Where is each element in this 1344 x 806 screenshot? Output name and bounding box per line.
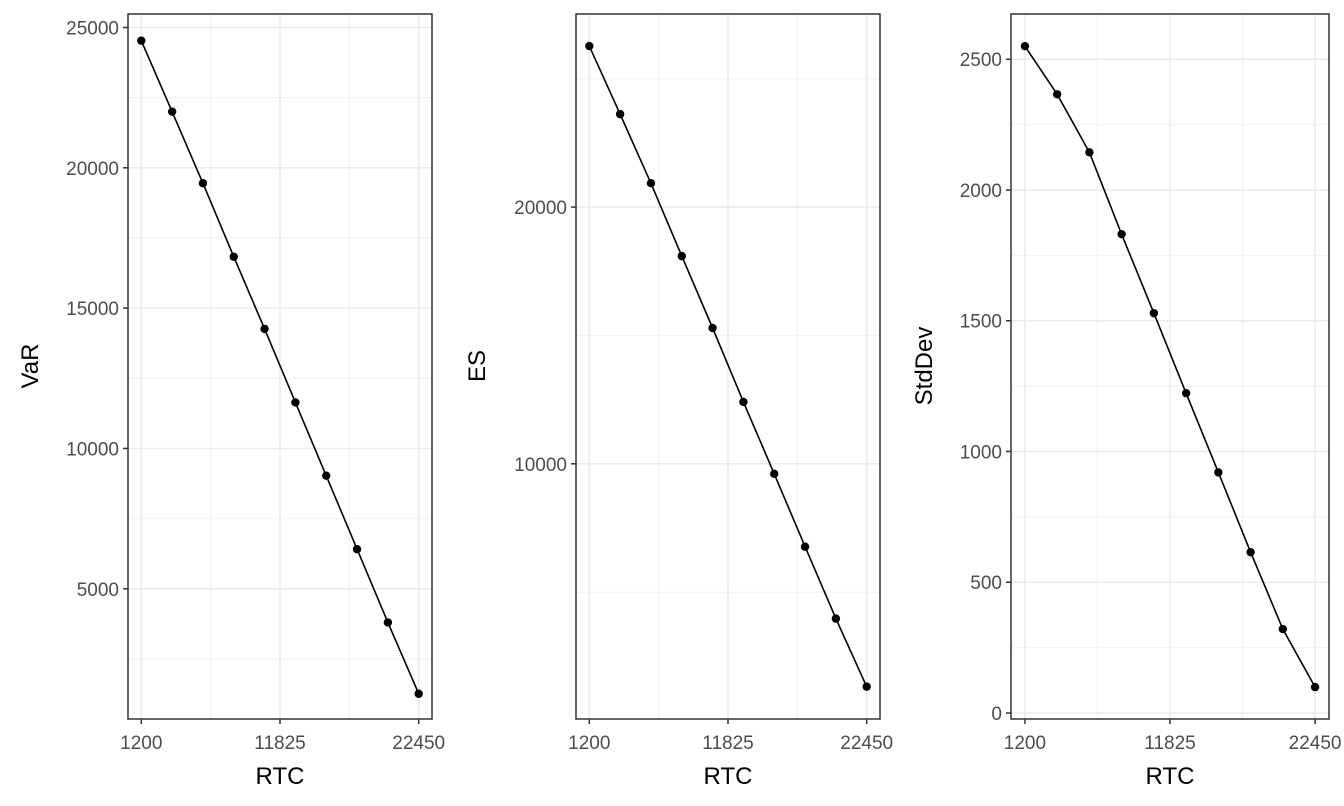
data-point — [137, 36, 146, 45]
data-point — [1246, 547, 1255, 557]
x-tick-label: 11825 — [254, 733, 305, 754]
x-tick-label: 1200 — [1004, 733, 1046, 754]
x-tick-label: 11825 — [702, 733, 753, 754]
data-point — [646, 178, 656, 188]
x-axis-title: RTC — [704, 763, 753, 790]
y-tick-label: 15000 — [66, 299, 119, 320]
y-axis-title: ES — [464, 350, 491, 382]
x-tick-label: 11825 — [1144, 733, 1195, 754]
y-tick-label: 2500 — [960, 50, 1002, 71]
data-point — [800, 542, 810, 551]
data-series — [137, 36, 423, 698]
x-axis-ticks: 1200 11825 22450 — [1004, 719, 1342, 754]
y-axis-title: StdDev — [911, 327, 938, 406]
data-point — [291, 398, 300, 407]
data-point — [167, 107, 177, 116]
data-point — [1181, 388, 1191, 398]
y-tick-label: 500 — [970, 573, 1002, 594]
y-axis-ticks: 5000 10000 15000 20000 25000 — [66, 18, 128, 601]
y-tick-label: 5000 — [77, 580, 119, 601]
grid-lines — [1011, 14, 1329, 719]
data-point — [229, 252, 238, 261]
data-series — [585, 41, 871, 691]
x-axis-ticks: 1200 11825 22450 — [120, 719, 445, 754]
y-tick-label: 25000 — [66, 18, 119, 39]
y-tick-label: 10000 — [66, 439, 119, 460]
y-tick-label: 2000 — [960, 181, 1002, 202]
data-point — [1052, 90, 1062, 99]
x-tick-label: 1200 — [120, 733, 162, 754]
y-axis-title: VaR — [17, 344, 44, 389]
data-point — [831, 614, 841, 623]
data-point — [585, 41, 594, 51]
data-series — [1020, 41, 1320, 692]
panel-es: 10000 20000 1200 11825 22450 RTC ES — [464, 13, 893, 790]
data-point — [1278, 624, 1288, 634]
data-point — [1020, 41, 1030, 51]
y-axis-ticks: 10000 20000 — [514, 198, 576, 476]
y-tick-label: 1500 — [960, 312, 1002, 333]
data-point — [1214, 468, 1223, 477]
data-point — [677, 251, 686, 261]
series-line — [140, 40, 420, 695]
data-point — [383, 618, 393, 627]
x-axis-title: RTC — [256, 763, 305, 790]
data-point — [260, 324, 269, 334]
data-point — [770, 469, 779, 479]
y-tick-label: 0 — [991, 704, 1002, 725]
x-tick-label: 22450 — [392, 733, 445, 754]
x-tick-label: 22450 — [840, 733, 893, 754]
data-point — [1085, 148, 1094, 157]
data-point — [1310, 682, 1320, 692]
y-tick-label: 20000 — [66, 159, 119, 180]
data-point — [739, 397, 748, 407]
x-axis-ticks: 1200 11825 22450 — [568, 719, 893, 754]
y-tick-label: 10000 — [514, 455, 567, 476]
data-point — [322, 471, 331, 480]
data-point — [1117, 229, 1126, 239]
x-tick-label: 22450 — [1289, 733, 1342, 754]
data-point — [1149, 308, 1159, 318]
data-point — [708, 323, 717, 333]
data-point — [862, 682, 871, 691]
x-tick-label: 1200 — [568, 733, 610, 754]
series-line — [1024, 45, 1316, 688]
data-point — [352, 545, 362, 554]
y-tick-label: 1000 — [960, 442, 1002, 463]
data-point — [414, 689, 423, 698]
series-line — [588, 45, 868, 688]
data-point — [198, 179, 208, 188]
y-axis-ticks: 0 500 1000 1500 2000 2500 — [960, 50, 1011, 725]
y-tick-label: 20000 — [514, 198, 567, 219]
x-axis-title: RTC — [1146, 763, 1195, 790]
data-point — [615, 109, 625, 119]
